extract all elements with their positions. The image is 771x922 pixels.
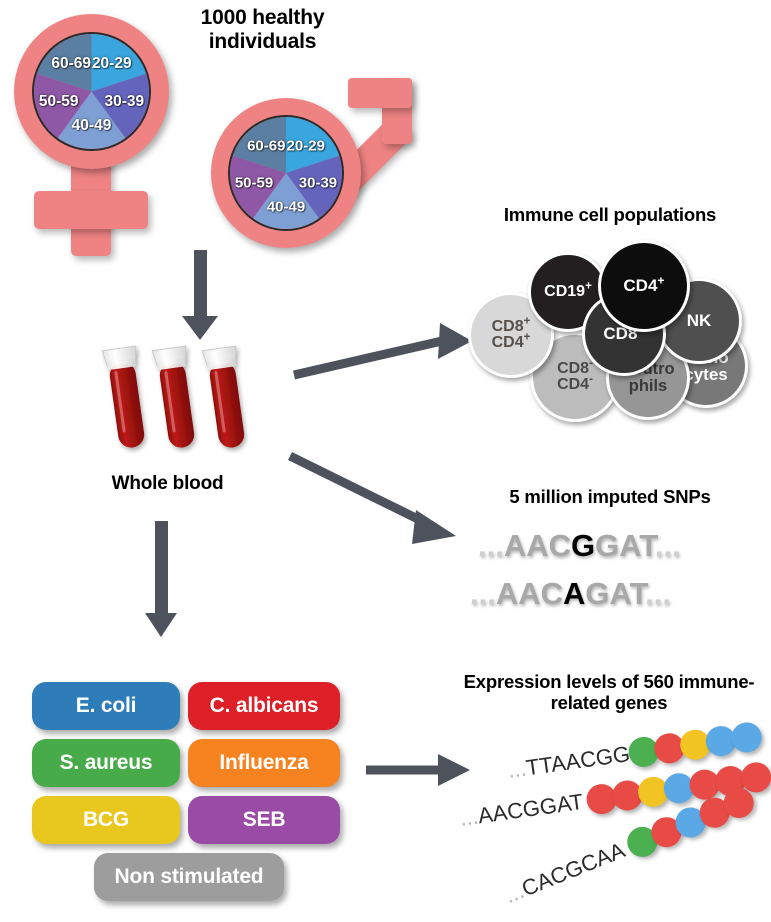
stimulus-pill-non-stimulated[interactable]: Non stimulated [94, 853, 284, 901]
arrow-head [182, 316, 218, 340]
male-age-pie: 20-29 30-39 40-49 50-59 60-69 [228, 115, 344, 231]
snp-sequence-row: ...AACGGAT... [478, 528, 681, 564]
strand-bases: TTAACGG [524, 740, 632, 781]
snp-segment: ... [654, 528, 681, 563]
stimulus-pill-s-aureus[interactable]: S. aureus [32, 739, 180, 787]
arrow-shaft [194, 250, 207, 318]
stimulus-label: E. coli [75, 694, 137, 717]
strand-bases: CACGCAA [518, 837, 629, 902]
strand-bases: AACGGAT [476, 788, 585, 829]
stimulus-label: Influenza [219, 751, 309, 774]
snp-sequence-row: ...AACAGAT... [470, 576, 671, 612]
stimulus-label: C. albicans [209, 694, 319, 717]
blood-tubes-svg [101, 345, 245, 448]
age-slice-30-39 [286, 155, 342, 219]
stimulus-label: S. aureus [59, 751, 153, 774]
stimulus-pill-c-albicans[interactable]: C. albicans [188, 682, 340, 730]
age-slice-50-59 [230, 155, 286, 219]
age-pie-svg [34, 34, 149, 149]
snp-sequences-group: ...AACGGAT... ...AACAGAT... [470, 528, 760, 624]
stimulus-label: BCG [82, 808, 130, 831]
snp-segment: GAT [595, 528, 655, 563]
immune-cell-cd8: CD8+ [582, 292, 666, 376]
snp-segment: GAT [585, 576, 646, 611]
immune-cell-cd4: CD4+ [598, 240, 690, 332]
female-age-pie: 20-29 30-39 40-49 50-59 60-69 [32, 32, 151, 151]
expression-strands-group: ...TTAACGG ...AACGGAT ...CACGCAA [458, 720, 771, 915]
stimulus-pill-seb[interactable]: SEB [188, 796, 340, 844]
female-stem-horizontal [34, 191, 148, 229]
stimulus-pill-e-coli[interactable]: E. coli [32, 682, 180, 730]
arrow-head [145, 613, 177, 637]
snp-segment: AAC [503, 528, 572, 563]
immune-cell-cluster: CD19+CD4+NKCD8+CD4+CD8+MonocytesCD8-CD4-… [468, 240, 760, 422]
male-arrowhead-horizontal [348, 78, 412, 108]
immune-cell-label: CD8- [557, 357, 593, 377]
immune-cell-cd19: CD19+ [528, 252, 608, 332]
male-gender-symbol: 20-29 30-39 40-49 50-59 60-69 [200, 78, 420, 255]
stimulus-pill-influenza[interactable]: Influenza [188, 739, 340, 787]
page-title: 1000 healthy individuals [200, 6, 325, 53]
blood-tubes-group [100, 340, 280, 470]
immune-cell-label: CD8+ [491, 315, 531, 335]
immune-cell-label: phils [628, 377, 668, 395]
age-slice-20-29 [286, 117, 340, 173]
snp-segment: ... [645, 576, 671, 611]
strand-sequence-text: ...CACGCAA [501, 837, 629, 909]
stimuli-panel: E. coli C. albicans S. aureus Influenza BCG S… [32, 682, 342, 901]
snp-segment: A [563, 576, 586, 611]
snp-segment: ... [478, 528, 504, 563]
immune-cell-label: CD4+ [491, 331, 531, 351]
strand-sequence-text: ...AACGGAT [458, 789, 585, 832]
age-slice-60-69 [36, 34, 92, 92]
whole-blood-label: Whole blood [111, 473, 224, 494]
immune-cell-label: CD19+ [544, 280, 592, 300]
immune-cell-label: CD4+ [623, 273, 665, 296]
stimulus-label: SEB [242, 808, 286, 831]
snp-segment: AAC [495, 576, 564, 611]
expression-bead [729, 720, 764, 755]
age-slice-50-59 [34, 73, 92, 139]
arrow-blood-to-snps [288, 451, 456, 544]
arrow-stimuli-to-expression [366, 754, 470, 786]
age-slice-20-29 [91, 34, 147, 92]
age-slice-40-49 [253, 173, 319, 229]
strand-sequence-text: ...TTAACGG [506, 741, 631, 784]
expression-title: Expression levels of 560 immune-related … [463, 671, 755, 713]
stimulus-pill-bcg[interactable]: BCG [32, 796, 180, 844]
immune-cell-label: CD4- [557, 373, 593, 393]
snp-segment: G [571, 528, 596, 563]
age-slice-40-49 [57, 91, 126, 149]
female-gender-symbol: 20-29 30-39 40-49 50-59 60-69 [4, 8, 184, 258]
stimulus-label: Non stimulated [114, 865, 264, 888]
arrow-shaft [155, 521, 168, 615]
immune-populations-title: Immune cell populations [503, 204, 717, 225]
age-slice-60-69 [232, 117, 286, 173]
immune-cell-label: NK [686, 311, 712, 331]
age-slice-30-39 [91, 73, 149, 139]
arrow-blood-to-immune-cells [292, 323, 472, 380]
snp-segment: ... [470, 576, 496, 611]
snps-title: 5 million imputed SNPs [509, 486, 711, 507]
immune-cell-label: cytes [684, 365, 728, 384]
age-pie-svg [230, 117, 342, 229]
